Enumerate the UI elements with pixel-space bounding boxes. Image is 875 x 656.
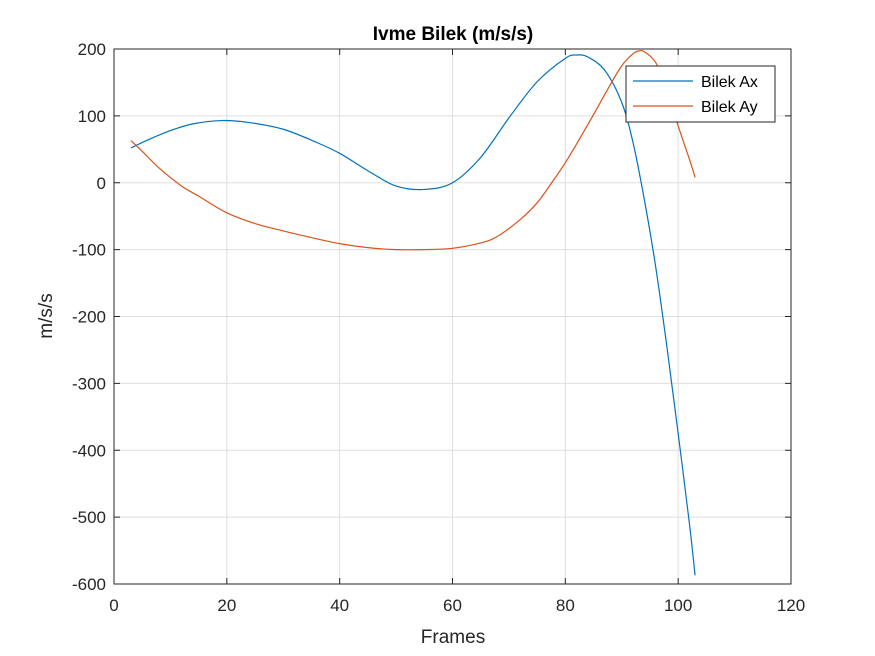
series-layer [130,49,696,576]
y-tick-label: 100 [78,107,106,126]
y-tick-label: 0 [97,174,106,193]
series-line-bilek-ax [130,54,696,576]
x-tick-label: 40 [330,596,349,615]
legend-box [625,65,776,123]
y-tick-label: -400 [72,441,106,460]
x-tick-label: 0 [109,596,118,615]
tick-marks [113,48,792,585]
plot-area: 0 20 40 60 80 100 120 -600 -500 -400 -300 -200 -100… [72,40,805,615]
legend-label-bilek-ay: Bilek Ay [701,99,758,116]
legend: Bilek Ax Bilek Ay [625,65,776,123]
y-tick-label: -100 [72,241,106,260]
x-tick-label: 100 [664,596,692,615]
x-axis-label: Frames [421,627,485,648]
y-tick-label: -200 [72,308,106,327]
chart-title: Ivme Bilek (m/s/s) [373,24,534,45]
y-tick-label: -300 [72,374,106,393]
legend-label-bilek-ax: Bilek Ax [701,74,758,91]
x-tick-label: 20 [217,596,236,615]
y-axis-label: m/s/s [36,293,57,338]
y-tick-label: -600 [72,575,106,594]
y-tick-label: 200 [78,40,106,59]
x-tick-labels: 0 20 40 60 80 100 120 [109,596,805,615]
x-tick-label: 80 [556,596,575,615]
x-tick-label: 120 [777,596,805,615]
x-tick-label: 60 [443,596,462,615]
y-tick-labels: -600 -500 -400 -300 -200 -100 0 100 200 [72,40,106,594]
y-tick-label: -500 [72,508,106,527]
series-line-bilek-ay [130,49,696,251]
